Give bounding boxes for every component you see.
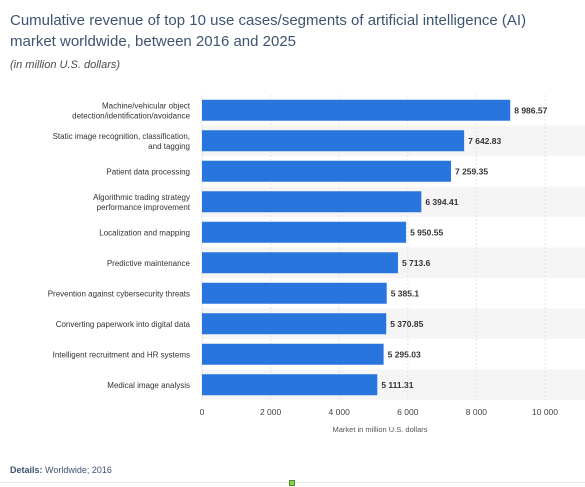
category-label-line: Patient data processing: [106, 167, 190, 176]
value-label: 7 259.35: [455, 166, 488, 176]
details-value: Worldwide; 2016: [45, 465, 112, 475]
x-tick-label: 8 000: [466, 407, 488, 417]
x-tick-label: 6 000: [397, 407, 419, 417]
value-label: 5 111.31: [381, 380, 413, 390]
category-label: Localization and mapping: [99, 228, 190, 237]
category-label-line: Prevention against cybersecurity threats: [48, 289, 190, 298]
category-label-line: detection/identification/avoidance: [72, 111, 190, 120]
chart-title: Cumulative revenue of top 10 use cases/s…: [10, 12, 527, 50]
bars: [202, 99, 511, 396]
category-label-line: Algorithmic trading strategy: [93, 193, 190, 202]
category-labels: Machine/vehicular object detection/identi…: [48, 101, 191, 390]
category-label: Prevention against cybersecurity threats: [48, 289, 190, 298]
category-label: Predictive maintenance: [107, 259, 191, 268]
category-label-line: Intelligent recruitment and HR systems: [53, 350, 190, 359]
category-label-line: Static image recognition, classification…: [53, 132, 190, 141]
category-label: Static image recognition, classification…: [53, 132, 190, 151]
category-label-line: Predictive maintenance: [107, 259, 191, 268]
category-label-line: Machine/vehicular object: [102, 101, 191, 110]
x-axis-label: Market in million U.S. dollars: [332, 425, 427, 434]
category-label-line: Converting paperwork into digital data: [56, 320, 191, 329]
category-label-line: performance improvement: [97, 203, 191, 212]
value-label: 5 295.03: [388, 349, 421, 359]
bar[interactable]: [202, 313, 387, 335]
value-label: 8 986.57: [514, 105, 547, 115]
category-label: Medical image analysis: [107, 381, 190, 390]
value-label: 7 642.83: [468, 136, 501, 146]
details-note: Details: Worldwide; 2016: [10, 465, 112, 475]
category-label: Intelligent recruitment and HR systems: [53, 350, 190, 359]
details-label: Details:: [10, 465, 43, 475]
value-label: 5 370.85: [390, 319, 423, 329]
category-label: Patient data processing: [106, 167, 190, 176]
category-label: Converting paperwork into digital data: [56, 320, 191, 329]
category-label-line: and tagging: [148, 142, 190, 151]
value-label: 5 950.55: [410, 227, 443, 237]
value-labels: 8 986.57 7 642.83 7 259.35 6 394.41 5 950.55…: [381, 105, 547, 390]
bar[interactable]: [202, 160, 451, 182]
x-axis-ticks: 0 2 000 4 000 6 000 8 000 10 000: [200, 407, 559, 417]
value-label: 6 394.41: [425, 197, 458, 207]
x-tick-label: 2 000: [260, 407, 282, 417]
value-label: 5 385.1: [391, 288, 420, 298]
bar[interactable]: [202, 99, 511, 121]
x-tick-label: 10 000: [532, 407, 558, 417]
x-tick-label: 0: [200, 407, 205, 417]
category-label: Machine/vehicular object detection/identi…: [72, 101, 191, 120]
bar-chart: Machine/vehicular object detection/identi…: [48, 95, 585, 434]
chart-subtitle: (in million U.S. dollars): [10, 59, 121, 71]
category-label-line: Localization and mapping: [99, 228, 190, 237]
bar[interactable]: [202, 221, 407, 243]
category-label-line: Medical image analysis: [107, 381, 190, 390]
bar[interactable]: [202, 130, 465, 152]
value-label: 5 713.6: [402, 258, 431, 268]
bar[interactable]: [202, 374, 378, 396]
bar[interactable]: [202, 343, 384, 365]
bar[interactable]: [202, 252, 398, 274]
resize-handle[interactable]: [289, 480, 295, 486]
category-label: Algorithmic trading strategy performance …: [93, 193, 191, 212]
bar[interactable]: [202, 282, 387, 304]
x-tick-label: 4 000: [329, 407, 351, 417]
bar[interactable]: [202, 191, 422, 213]
